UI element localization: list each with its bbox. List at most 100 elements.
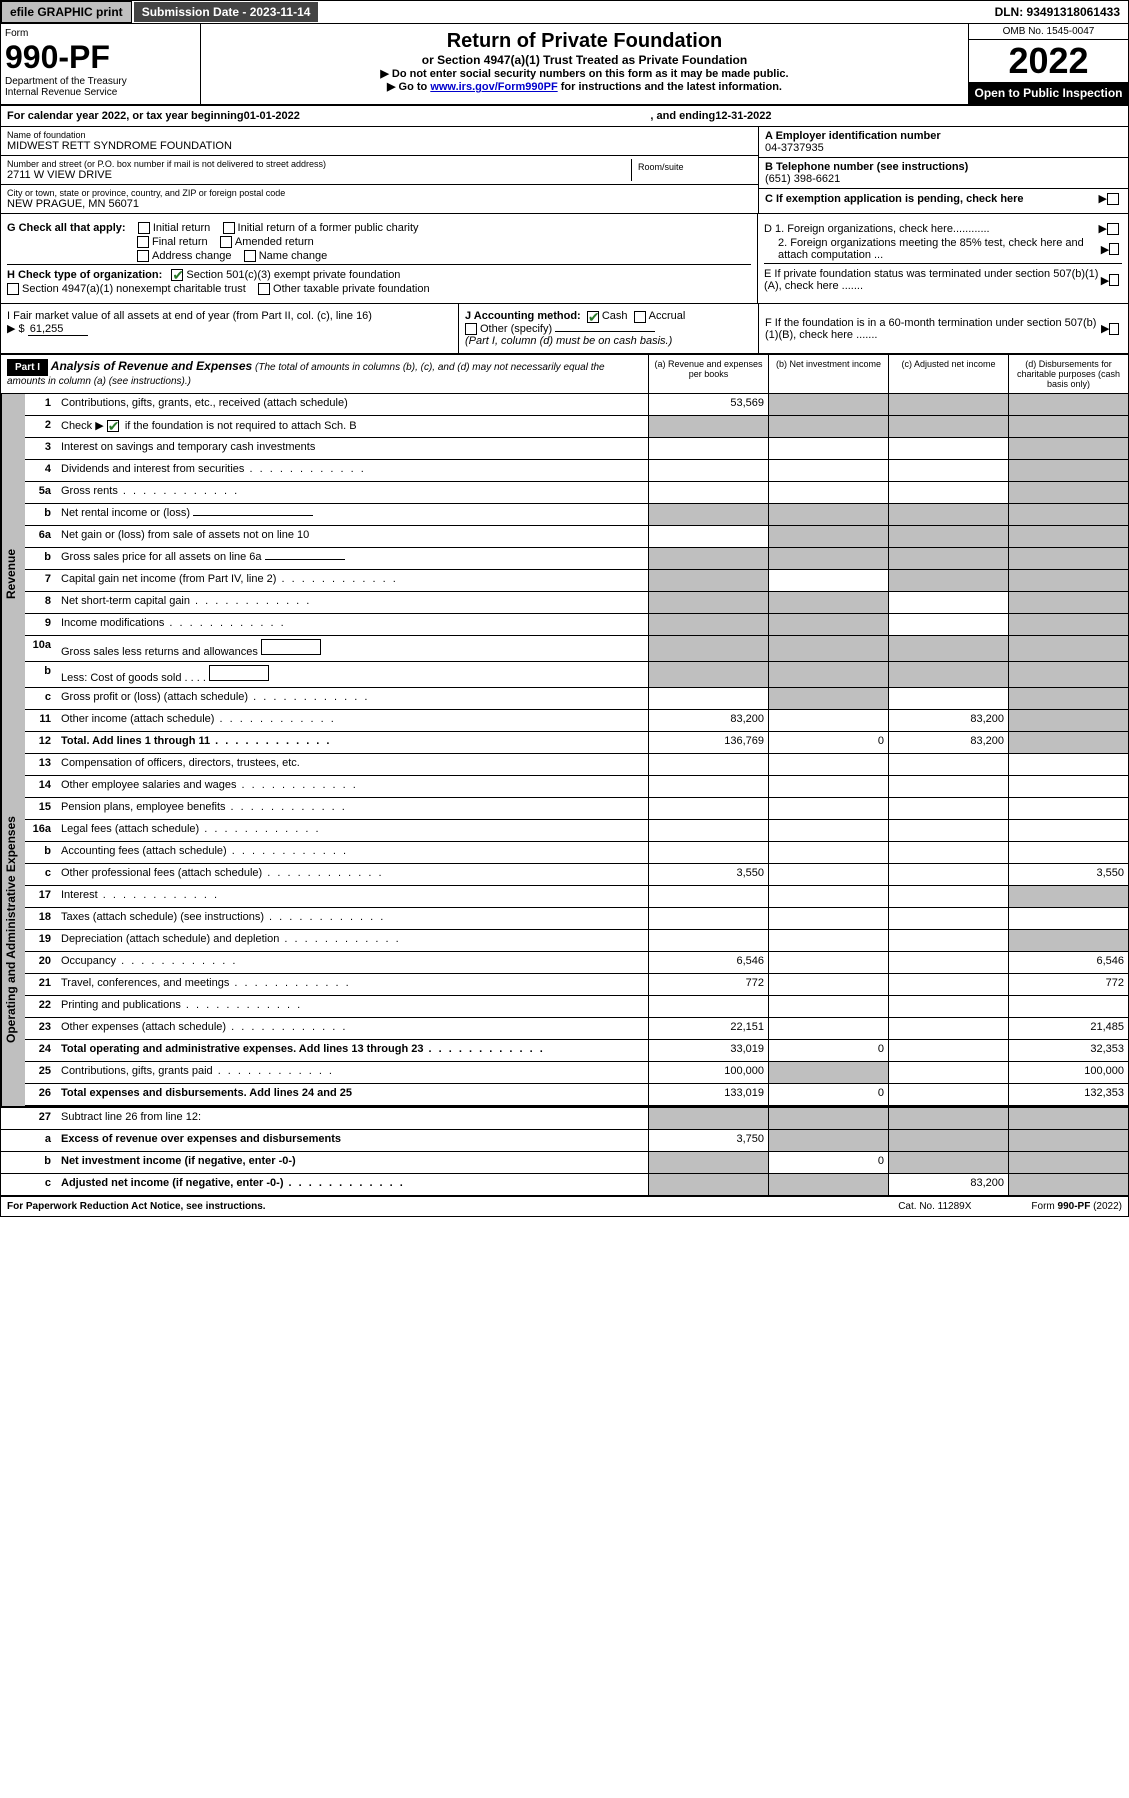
table-row: 18Taxes (attach schedule) (see instructi… (25, 908, 1128, 930)
f-checkbox[interactable] (1109, 323, 1119, 335)
note-pre: ▶ Go to (387, 81, 430, 93)
col-b-head: (b) Net investment income (768, 355, 888, 393)
table-row: 10aGross sales less returns and allowanc… (25, 636, 1128, 662)
g-section: G Check all that apply: Initial return I… (1, 214, 758, 303)
arrow-icon: ▶ (1101, 274, 1109, 287)
j-label: J Accounting method: (465, 310, 581, 322)
table-row: 7Capital gain net income (from Part IV, … (25, 570, 1128, 592)
note-post: for instructions and the latest informat… (558, 81, 782, 93)
table-row: 24Total operating and administrative exp… (25, 1040, 1128, 1062)
open-to-public: Open to Public Inspection (969, 82, 1128, 104)
g-amended-checkbox[interactable] (220, 236, 232, 248)
h-501c3-checkbox[interactable] (171, 269, 183, 281)
info-right: A Employer identification number 04-3737… (758, 127, 1128, 213)
form-number: 990-PF (5, 39, 196, 76)
tax-year: 2022 (969, 40, 1128, 82)
part1-tag: Part I (7, 359, 48, 376)
schb-checkbox[interactable] (107, 420, 119, 432)
cal-end: 12-31-2022 (715, 110, 771, 122)
form-title: Return of Private Foundation (207, 30, 962, 53)
expenses-side-label: Operating and Administrative Expenses (1, 754, 25, 1106)
checkbox-section: G Check all that apply: Initial return I… (1, 214, 1128, 304)
arrow-icon: ▶ (1101, 322, 1109, 335)
c-box: C If exemption application is pending, c… (759, 189, 1128, 208)
j-other-checkbox[interactable] (465, 323, 477, 335)
city-value: NEW PRAGUE, MN 56071 (7, 198, 752, 210)
d1-checkbox[interactable] (1107, 223, 1119, 235)
j-cash-checkbox[interactable] (587, 311, 599, 323)
g-o5: Address change (152, 250, 232, 262)
g-name-change-checkbox[interactable] (244, 250, 256, 262)
tel-value: (651) 398-6621 (765, 173, 1122, 185)
d1-label: D 1. Foreign organizations, check here..… (764, 223, 990, 235)
tel-box: B Telephone number (see instructions) (6… (759, 158, 1128, 189)
efile-print-button[interactable]: efile GRAPHIC print (1, 1, 132, 23)
g-o4: Amended return (235, 236, 314, 248)
table-row: bNet investment income (if negative, ent… (1, 1152, 1128, 1174)
def-section: D 1. Foreign organizations, check here..… (758, 214, 1128, 303)
city-label: City or town, state or province, country… (7, 188, 752, 198)
header-left: Form 990-PF Department of the Treasury I… (1, 24, 201, 104)
table-row: 21Travel, conferences, and meetings77277… (25, 974, 1128, 996)
part1-header-row: Part I Analysis of Revenue and Expenses … (1, 354, 1128, 394)
col-a-head: (a) Revenue and expenses per books (648, 355, 768, 393)
j-section: J Accounting method: Cash Accrual Other … (458, 304, 758, 352)
c-checkbox[interactable] (1107, 193, 1119, 205)
i-arrow: ▶ $ (7, 323, 25, 335)
topbar: efile GRAPHIC print Submission Date - 20… (1, 1, 1128, 24)
g-o6: Name change (259, 250, 328, 262)
header-center: Return of Private Foundation or Section … (201, 24, 968, 104)
col-c-head: (c) Adjusted net income (888, 355, 1008, 393)
g-o1: Initial return (153, 222, 210, 234)
table-row: 1Contributions, gifts, grants, etc., rec… (25, 394, 1128, 416)
g-final-return-checkbox[interactable] (137, 236, 149, 248)
g-addr-change-checkbox[interactable] (137, 250, 149, 262)
part1-title: Analysis of Revenue and Expenses (51, 359, 252, 373)
cal-begin: 01-01-2022 (244, 110, 300, 122)
table-row: 8Net short-term capital gain (25, 592, 1128, 614)
info-section: Name of foundation MIDWEST RETT SYNDROME… (1, 127, 1128, 214)
revenue-table: 1Contributions, gifts, grants, etc., rec… (25, 394, 1128, 754)
table-row: 3Interest on savings and temporary cash … (25, 438, 1128, 460)
table-row: bLess: Cost of goods sold . . . . (25, 662, 1128, 688)
h-o3: Other taxable private foundation (273, 283, 430, 295)
c-label: C If exemption application is pending, c… (765, 193, 1024, 205)
h-other-checkbox[interactable] (258, 283, 270, 295)
irs-link[interactable]: www.irs.gov/Form990PF (430, 81, 557, 93)
expenses-section: Operating and Administrative Expenses 13… (1, 754, 1128, 1106)
form-container: efile GRAPHIC print Submission Date - 20… (0, 0, 1129, 1217)
e-label: E If private foundation status was termi… (764, 268, 1101, 292)
g-o3: Final return (152, 236, 208, 248)
i-section: I Fair market value of all assets at end… (1, 304, 458, 352)
tel-label: B Telephone number (see instructions) (765, 161, 1122, 173)
table-row: 2Check ▶ if the foundation is not requir… (25, 416, 1128, 438)
part1-desc: Part I Analysis of Revenue and Expenses … (1, 355, 648, 393)
city-box: City or town, state or province, country… (1, 185, 758, 213)
table-row: 27Subtract line 26 from line 12: (1, 1108, 1128, 1130)
name-label: Name of foundation (7, 130, 752, 140)
table-row: 9Income modifications (25, 614, 1128, 636)
j-accrual-checkbox[interactable] (634, 311, 646, 323)
e-checkbox[interactable] (1109, 274, 1119, 286)
line27-section: 27Subtract line 26 from line 12: aExcess… (1, 1106, 1128, 1196)
h-o2: Section 4947(a)(1) nonexempt charitable … (22, 283, 246, 295)
table-row: bNet rental income or (loss) (25, 504, 1128, 526)
g-initial-former-checkbox[interactable] (223, 222, 235, 234)
address-box: Number and street (or P.O. box number if… (1, 156, 758, 185)
calendar-year-row: For calendar year 2022, or tax year begi… (1, 106, 1128, 127)
arrow-icon: ▶ (1099, 222, 1107, 235)
revenue-section: Revenue 1Contributions, gifts, grants, e… (1, 394, 1128, 754)
dept-treasury: Department of the Treasury (5, 76, 196, 87)
ijf-section: I Fair market value of all assets at end… (1, 304, 1128, 353)
foundation-name: MIDWEST RETT SYNDROME FOUNDATION (7, 140, 752, 152)
g-initial-return-checkbox[interactable] (138, 222, 150, 234)
table-row: 5aGross rents (25, 482, 1128, 504)
table-row: 11Other income (attach schedule)83,20083… (25, 710, 1128, 732)
table-row: 4Dividends and interest from securities (25, 460, 1128, 482)
table-row: 6aNet gain or (loss) from sale of assets… (25, 526, 1128, 548)
table-row: 17Interest (25, 886, 1128, 908)
d2-checkbox[interactable] (1109, 243, 1119, 255)
ein-label: A Employer identification number (765, 130, 1122, 142)
h-4947-checkbox[interactable] (7, 283, 19, 295)
ein-value: 04-3737935 (765, 142, 1122, 154)
